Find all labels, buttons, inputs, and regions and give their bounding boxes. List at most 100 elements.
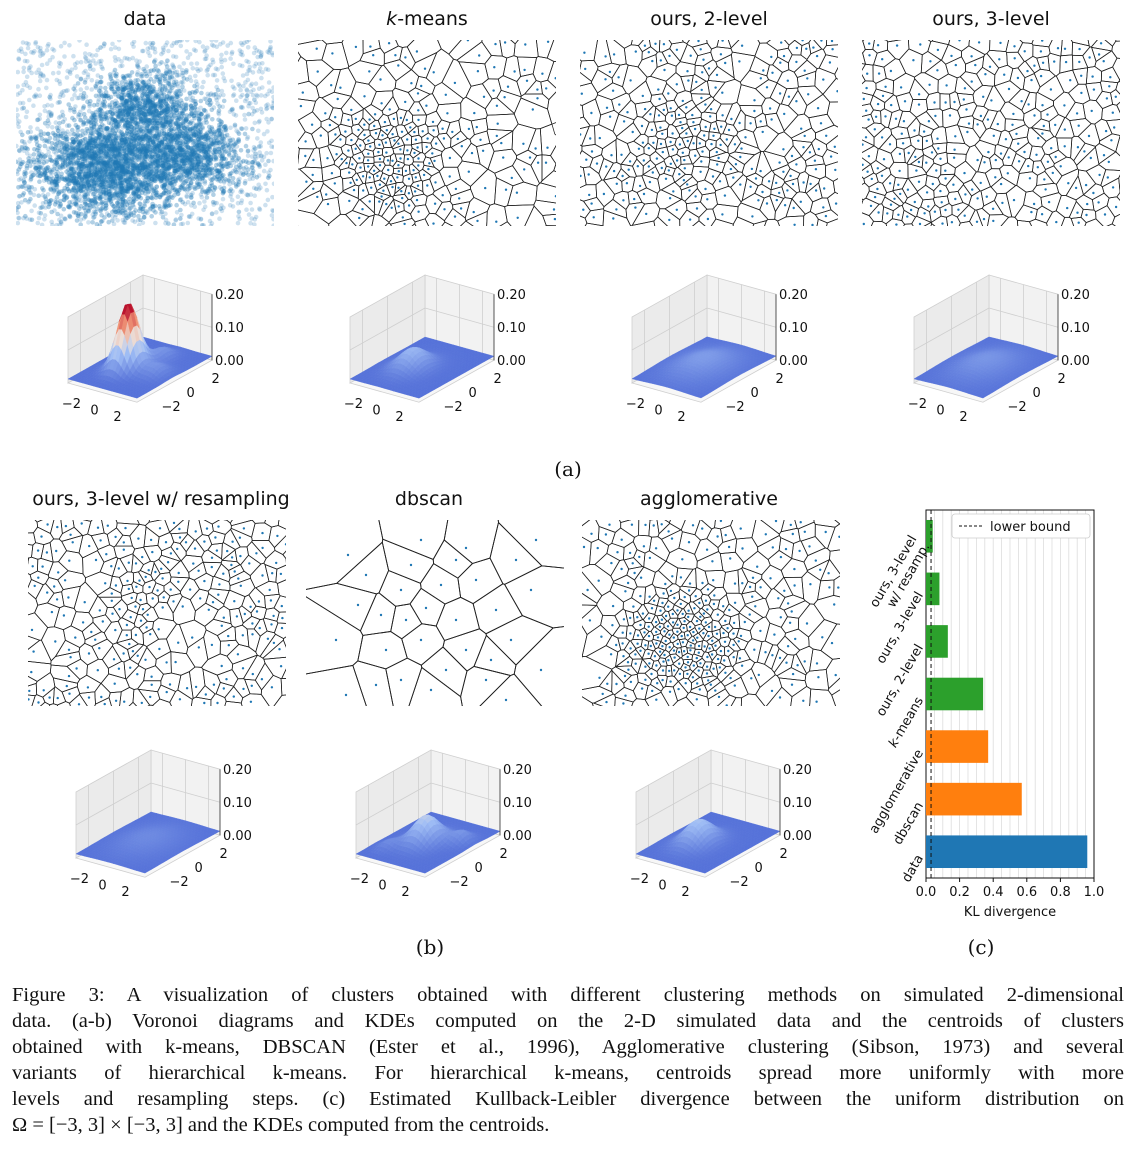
kde-z-axis: 0.20 0.10 0.00 (779, 763, 812, 844)
z-tick-label: 0.10 (1061, 321, 1090, 336)
z-tick-label: 0.10 (779, 321, 808, 336)
bar (926, 677, 984, 711)
kde-y-axis: 2 0 −2 (450, 847, 508, 890)
voronoi-cells (28, 520, 286, 706)
category-label: data (899, 852, 927, 885)
panel-title-ours-3-level-resampling: ours, 3-level w/ resampling (32, 488, 290, 510)
y-tick-label: 2 (500, 847, 508, 862)
y-tick-label: −2 (726, 400, 745, 415)
kde-y-axis: 2 0 −2 (162, 372, 220, 415)
x-tick-label: −2 (62, 397, 81, 412)
bar (926, 835, 1088, 869)
kde-surface-mesh (355, 811, 501, 874)
kde-surface-mesh (631, 336, 777, 399)
kde-surface-data: 0.200.100.00−2 0 220−2 (62, 274, 244, 425)
x-tick-label: 0 (936, 404, 944, 419)
scatter-points (16, 40, 274, 226)
y-tick-label: 0 (751, 386, 759, 401)
sublabel-c: (c) (967, 935, 995, 959)
sublabel-a: (a) (554, 457, 582, 481)
caption-line: levels and resampling steps. (c) Estimat… (12, 1088, 1124, 1110)
z-tick-label: 0.00 (503, 829, 532, 844)
z-tick-label: 0.20 (783, 763, 812, 778)
y-tick-label: −2 (170, 875, 189, 890)
panel-title-ours-2-level: ours, 2-level (650, 8, 768, 30)
voronoi-cells (580, 40, 838, 226)
x-tick-label: 2 (121, 885, 129, 900)
kde-surface-ours-3-level: 0.200.100.00−2 0 220−2 (908, 274, 1090, 425)
z-tick-label: 0.00 (223, 829, 252, 844)
kde-z-axis: 0.20 0.10 0.00 (775, 288, 808, 369)
kde-surface-mesh (913, 336, 1059, 399)
voronoi-dbscan (306, 520, 564, 706)
cluster-centroids (862, 40, 1118, 226)
panel-title-dbscan: dbscan (394, 488, 464, 510)
x-axis-ticks: 0.0 0.2 0.4 0.6 0.8 1.0 (916, 878, 1105, 900)
x-tick-label: 2 (113, 410, 121, 425)
x-tick-label: 0 (98, 879, 106, 894)
x-tick-label: 2 (395, 410, 403, 425)
z-tick-label: 0.20 (215, 288, 244, 303)
z-tick-label: 0.20 (1061, 288, 1090, 303)
cluster-centroids (28, 521, 286, 706)
y-tick-label: 2 (780, 847, 788, 862)
caption-line: Figure 3: A visualization of clusters ob… (12, 984, 1124, 1006)
y-tick-label: −2 (162, 400, 181, 415)
x-tick-label: 1.0 (1084, 885, 1105, 900)
kde-y-axis: 2 0 −2 (1008, 372, 1066, 415)
x-tick-label: 2 (681, 885, 689, 900)
bar (926, 782, 1022, 816)
voronoi-cells (582, 520, 840, 706)
scatter-plot-data (16, 40, 274, 226)
panel-title-kmeans: k-means (386, 8, 468, 30)
bar (926, 730, 989, 763)
x-axis-label: KL divergence (964, 905, 1056, 920)
cluster-centroids (582, 520, 840, 706)
y-tick-label: 0 (469, 386, 477, 401)
panel-title-data: data (123, 8, 167, 30)
x-tick-label: 0 (90, 404, 98, 419)
legend-label: lower bound (990, 520, 1071, 535)
x-tick-label: 2 (677, 410, 685, 425)
z-tick-label: 0.20 (503, 763, 532, 778)
sublabel-b: (b) (415, 935, 445, 959)
z-tick-label: 0.00 (1061, 354, 1090, 369)
kde-surface-mesh (75, 811, 221, 874)
z-tick-label: 0.10 (223, 796, 252, 811)
x-tick-label: 0.6 (1016, 885, 1037, 900)
caption-line: data. (a-b) Voronoi diagrams and KDEs co… (12, 1010, 1124, 1032)
z-tick-label: 0.00 (779, 354, 808, 369)
bar (926, 572, 940, 606)
x-tick-label: 0 (378, 879, 386, 894)
bar (926, 519, 933, 553)
x-tick-label: −2 (70, 872, 89, 887)
z-tick-label: 0.10 (783, 796, 812, 811)
y-tick-label: −2 (1008, 400, 1027, 415)
kde-y-axis: 2 0 −2 (730, 847, 788, 890)
x-tick-label: 0.4 (983, 885, 1004, 900)
cluster-centroids (334, 538, 543, 702)
voronoi-cells (862, 40, 1120, 226)
kde-surface-mesh (67, 303, 213, 399)
kde-surface-ours-3-level-resampling: 0.200.100.00−2 0 220−2 (70, 749, 252, 900)
kde-z-axis: 0.20 0.10 0.00 (211, 288, 244, 369)
kde-z-axis: 0.20 0.10 0.00 (499, 763, 532, 844)
z-tick-label: 0.00 (497, 354, 526, 369)
panel-title-ours-3-level: ours, 3-level (932, 8, 1050, 30)
x-tick-label: −2 (908, 397, 927, 412)
kde-z-axis: 0.20 0.10 0.00 (219, 763, 252, 844)
z-tick-label: 0.10 (497, 321, 526, 336)
x-tick-label: 2 (401, 885, 409, 900)
panel-title-agglomerative: agglomerative (640, 488, 778, 510)
x-tick-label: 0 (654, 404, 662, 419)
y-tick-label: 2 (776, 372, 784, 387)
y-tick-label: 0 (195, 861, 203, 876)
kde-z-axis: 0.20 0.10 0.00 (493, 288, 526, 369)
y-tick-label: 2 (494, 372, 502, 387)
z-tick-label: 0.10 (215, 321, 244, 336)
y-tick-label: 0 (475, 861, 483, 876)
z-tick-label: 0.20 (497, 288, 526, 303)
x-tick-label: 0 (372, 404, 380, 419)
